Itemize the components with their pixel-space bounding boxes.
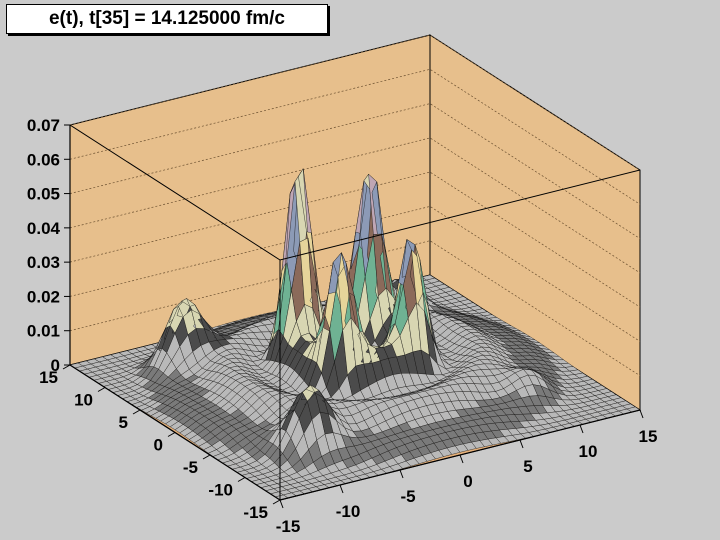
y-tick-mark xyxy=(167,432,176,437)
z-tick-label: 0.01 xyxy=(27,322,60,341)
z-tick-label: 0.05 xyxy=(27,185,60,204)
y-tick-mark xyxy=(272,499,281,505)
x-tick-label: -15 xyxy=(276,517,301,536)
y-tick-label: -15 xyxy=(243,503,268,522)
z-tick-label: 0.07 xyxy=(27,116,60,135)
x-tick-label: -5 xyxy=(400,487,415,506)
top-edge xyxy=(69,124,641,261)
x-axis-ticks: -15 -10 -5 0 5 10 15 xyxy=(276,409,658,536)
y-tick-mark xyxy=(237,477,246,482)
z-tick-label: 0 xyxy=(51,356,60,375)
z-tick-label: 0.06 xyxy=(27,150,60,169)
y-tick-mark xyxy=(202,454,211,460)
x-tick-label: 15 xyxy=(639,427,658,446)
x-tick-label: 10 xyxy=(579,442,598,461)
y-tick-mark xyxy=(62,364,71,370)
y-tick-mark xyxy=(132,409,141,415)
x-tick-mark xyxy=(339,484,344,494)
x-tick-mark xyxy=(459,454,464,464)
plot-title: e(t), t[35] = 14.125000 fm/c xyxy=(48,8,286,29)
y-tick-label: -10 xyxy=(208,481,233,500)
x-tick-label: -10 xyxy=(336,502,361,521)
wall-gridline xyxy=(69,240,641,376)
wall-gridline xyxy=(69,171,641,308)
x-tick-mark xyxy=(279,499,284,509)
wall-gridline xyxy=(69,103,641,239)
y-tick-label: 15 xyxy=(39,368,58,387)
x-tick-mark xyxy=(519,439,524,449)
z-tick-label: 0.04 xyxy=(27,219,61,238)
y-axis-ticks: -15 -10 -5 0 5 10 15 xyxy=(39,364,281,522)
wall-gridline xyxy=(69,34,641,171)
x-tick-label: 0 xyxy=(463,472,472,491)
z-axis-ticks: 0 0.01 0.02 0.03 0.04 0.05 0.06 0.07 xyxy=(27,116,71,375)
y-tick-label: 0 xyxy=(154,436,163,455)
y-tick-label: 10 xyxy=(74,391,93,410)
x-tick-label: 5 xyxy=(523,457,532,476)
y-tick-label: -5 xyxy=(183,458,198,477)
wall-gridline xyxy=(69,206,641,342)
wall-gridline xyxy=(69,68,641,205)
y-tick-label: 5 xyxy=(119,413,128,432)
x-tick-mark xyxy=(399,469,404,479)
wall-gridline xyxy=(69,137,641,274)
x-tick-mark xyxy=(579,424,584,434)
title-box: e(t), t[35] = 14.125000 fm/c xyxy=(6,4,328,34)
x-tick-mark xyxy=(639,409,644,419)
z-tick-label: 0.03 xyxy=(27,253,60,272)
y-tick-mark xyxy=(97,387,106,392)
z-tick-label: 0.02 xyxy=(27,287,60,306)
